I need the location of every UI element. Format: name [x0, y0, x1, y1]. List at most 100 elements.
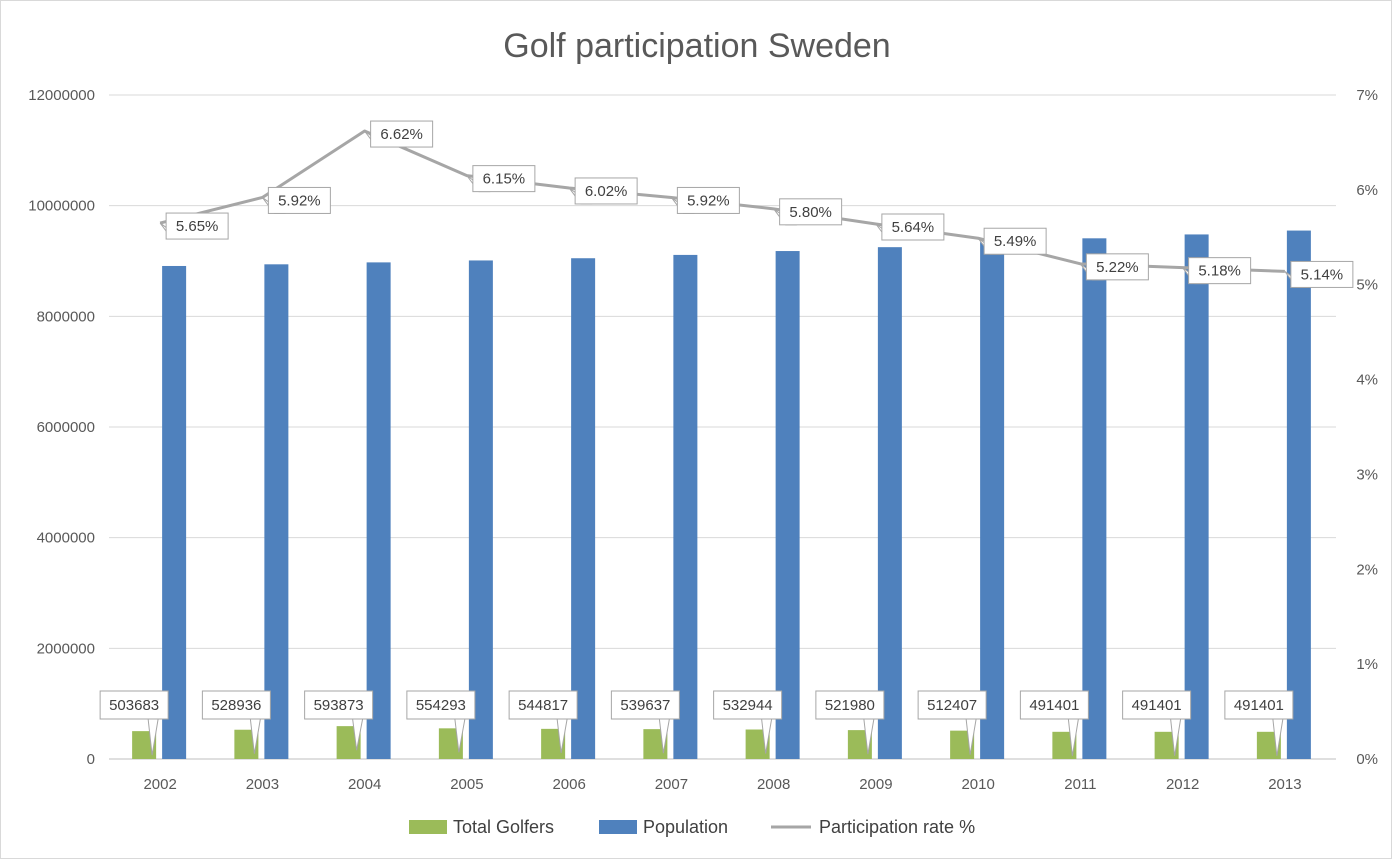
golfers-data-label: 491401	[1122, 690, 1192, 756]
x-tick-label: 2013	[1268, 776, 1301, 793]
callout-label: 532944	[723, 697, 773, 714]
callout-box	[1290, 260, 1354, 288]
golfers-data-label: 593873	[304, 690, 374, 751]
callout-label: 5.65%	[176, 218, 219, 235]
callout-label: 5.92%	[687, 192, 730, 209]
callout-box	[99, 690, 169, 720]
x-tick-label: 2008	[757, 776, 790, 793]
legend-label: Participation rate %	[819, 817, 975, 837]
callout-box	[676, 186, 740, 214]
y-left-tick-label: 6000000	[37, 419, 95, 436]
callout-box	[881, 213, 945, 241]
y-right-tick-label: 7%	[1356, 87, 1378, 104]
bars	[132, 230, 1311, 760]
callout-label: 554293	[416, 697, 466, 714]
legend-item: Population	[599, 817, 728, 837]
callout-label: 5.80%	[789, 204, 832, 221]
y-right-tick-label: 1%	[1356, 656, 1378, 673]
callout-box	[304, 690, 374, 720]
callout-label: 521980	[825, 697, 875, 714]
rate-data-label: 5.92%	[261, 186, 331, 214]
axes: 0 2000000 4000000 6000000 8000000 10000000 120…	[28, 87, 1378, 793]
callout-box	[610, 690, 680, 720]
legend-label: Population	[643, 817, 728, 837]
legend-item: Participation rate %	[771, 817, 975, 837]
chart-title: Golf participation Sweden	[503, 27, 890, 65]
bar-population	[980, 242, 1005, 760]
rate-data-label: 6.15%	[466, 165, 536, 193]
y-right-tick-label: 2%	[1356, 561, 1378, 578]
golfers-data-label: 491401	[1224, 690, 1294, 756]
callout-box	[713, 690, 783, 720]
bar-population	[1082, 238, 1107, 759]
x-tick-label: 2012	[1166, 776, 1199, 793]
legend-label: Total Golfers	[453, 817, 554, 837]
callout-label: 512407	[927, 697, 977, 714]
x-tick-label: 2009	[859, 776, 892, 793]
rate-data-label: 5.14%	[1284, 260, 1354, 288]
bar-population	[366, 262, 391, 759]
y-right-tick-label: 4%	[1356, 372, 1378, 389]
callout-box	[1188, 257, 1252, 285]
golfers-data-label: 528936	[201, 690, 271, 754]
bar-population	[1286, 230, 1311, 760]
bar-population	[264, 264, 289, 759]
data-labels: 5.65% 5.92% 6.62% 6.15% 6.02% 5.92% 5.80% 5.64%…	[99, 120, 1354, 756]
bar-population	[468, 260, 493, 759]
rate-data-label: 5.92%	[670, 186, 740, 214]
callout-box	[165, 212, 229, 240]
callout-label: 5.64%	[892, 219, 935, 236]
callout-label: 491401	[1132, 697, 1182, 714]
y-right-tick-label: 5%	[1356, 277, 1378, 294]
x-tick-label: 2010	[961, 776, 994, 793]
callout-box	[1224, 690, 1294, 720]
callout-box	[472, 165, 536, 193]
rate-data-label: 6.62%	[364, 120, 434, 148]
rate-data-label: 5.18%	[1182, 257, 1252, 285]
y-right-tick-label: 3%	[1356, 466, 1378, 483]
rate-data-label: 6.02%	[568, 177, 638, 205]
y-left-tick-label: 2000000	[37, 640, 95, 657]
x-tick-label: 2004	[348, 776, 381, 793]
rate-data-label: 5.80%	[773, 198, 843, 226]
callout-label: 6.02%	[585, 183, 628, 200]
callout-label: 491401	[1029, 697, 1079, 714]
golfers-data-label: 503683	[99, 690, 169, 756]
callout-box	[267, 186, 331, 214]
bar-population	[775, 251, 800, 760]
x-tick-label: 2003	[246, 776, 279, 793]
golfers-data-label: 539637	[610, 690, 680, 754]
x-tick-label: 2011	[1064, 776, 1096, 793]
y-left-tick-label: 4000000	[37, 530, 95, 547]
callout-box	[201, 690, 271, 720]
y-right-tick-label: 0%	[1356, 751, 1378, 768]
callout-box	[779, 198, 843, 226]
callout-label: 5.92%	[278, 192, 321, 209]
legend-swatch	[599, 820, 637, 834]
bar-population	[162, 265, 187, 759]
callout-label: 6.62%	[380, 126, 423, 143]
callout-box	[508, 690, 578, 720]
callout-label: 503683	[109, 697, 159, 714]
callout-label: 544817	[518, 697, 568, 714]
x-tick-label: 2006	[552, 776, 585, 793]
callout-label: 6.15%	[483, 171, 526, 188]
callout-box	[1122, 690, 1192, 720]
callout-box	[1085, 253, 1149, 281]
bar-population	[571, 258, 596, 759]
callout-box	[406, 690, 476, 720]
y-left-tick-label: 12000000	[28, 87, 95, 104]
x-tick-label: 2007	[655, 776, 688, 793]
callout-box	[983, 227, 1047, 255]
callout-box	[1019, 690, 1089, 720]
callout-box	[917, 690, 987, 720]
golfers-data-label: 512407	[917, 690, 987, 755]
callout-label: 5.49%	[994, 233, 1037, 250]
y-left-tick-label: 0	[87, 751, 95, 768]
y-left-tick-label: 10000000	[28, 198, 95, 215]
rate-data-label: 5.65%	[159, 212, 229, 240]
callout-box	[574, 177, 638, 205]
callout-box	[370, 120, 434, 148]
